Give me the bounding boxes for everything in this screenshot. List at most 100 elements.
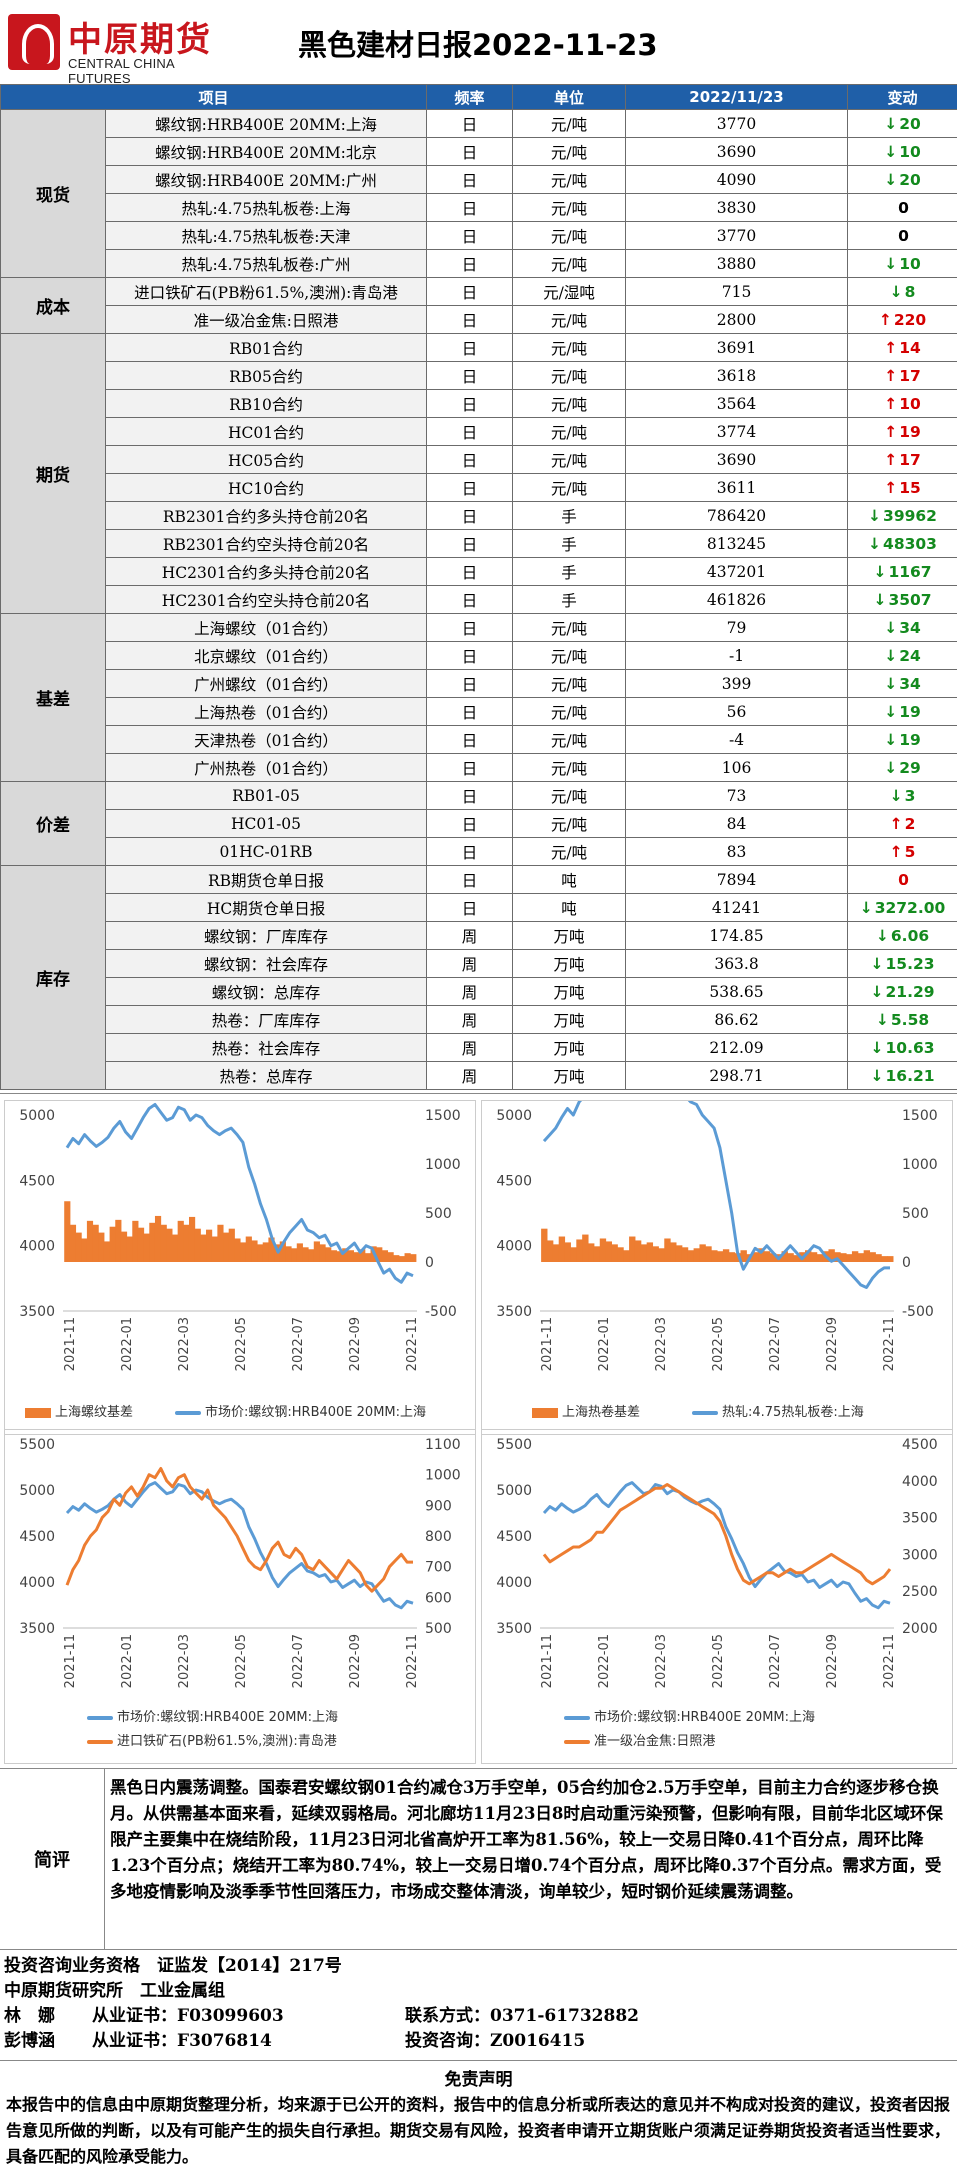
header-unit: 单位 — [512, 84, 627, 110]
change-value: 10 — [899, 394, 921, 413]
table-row: RB2301合约多头持仓前20名日手 786420 ↓ 39962 — [1, 501, 957, 530]
basis-bar — [120, 1231, 128, 1262]
y-left-tick-label: 4000 — [496, 1575, 532, 1591]
item-cell: 螺纹钢：厂库库存 — [104, 921, 428, 950]
x-tick-label: 2022-03 — [654, 1317, 669, 1371]
frequency-cell: 日 — [426, 641, 514, 670]
legend-item: 市场价:螺纹钢:HRB400E 20MM:上海 — [87, 1706, 338, 1725]
x-tick-label: 2022-05 — [711, 1634, 726, 1688]
item-cell: 广州热卷（01合约） — [104, 753, 428, 782]
basis-bar — [347, 1250, 354, 1262]
item-cell: HC01-05 — [104, 809, 428, 838]
x-tick-label: 2022-05 — [234, 1634, 249, 1688]
legend-item: 准一级冶金焦:日照港 — [564, 1730, 715, 1749]
unit-cell: 元/吨 — [512, 417, 627, 446]
basis-bar — [313, 1241, 320, 1262]
basis-bar — [211, 1236, 218, 1262]
change-value: 20 — [899, 114, 921, 133]
basis-bar — [268, 1237, 275, 1262]
arrow-down-icon: ↓ — [884, 170, 898, 189]
arrow-down-icon: ↓ — [884, 142, 898, 161]
x-tick-label: 2022-07 — [291, 1317, 306, 1371]
legend-swatch — [564, 1739, 590, 1744]
frequency-cell: 日 — [426, 893, 514, 922]
item-cell: 螺纹钢:HRB400E 20MM:北京 — [104, 137, 428, 166]
series-line — [65, 1481, 414, 1610]
basis-bar — [640, 1244, 648, 1262]
legend-item: 市场价:螺纹钢:HRB400E 20MM:上海 — [175, 1401, 426, 1420]
basis-bar — [393, 1255, 400, 1262]
change-cell: ↑ 19 — [847, 417, 957, 446]
table-row: 螺纹钢：厂库库存周万吨 174.85 ↓ 6.06 — [1, 921, 957, 950]
x-tick-label: 2022-01 — [120, 1634, 135, 1688]
y-left-tick-label: 5000 — [496, 1483, 532, 1499]
header-item: 项目 — [0, 84, 428, 110]
logo-chinese-name: 中原期货 — [68, 20, 212, 60]
analyst-cert-label: 从业证书： — [92, 2006, 177, 2026]
frequency-cell: 日 — [426, 837, 514, 866]
frequency-cell: 日 — [426, 221, 514, 250]
arrow-down-icon: ↓ — [873, 590, 887, 609]
legend-label: 市场价:螺纹钢:HRB400E 20MM:上海 — [205, 1405, 427, 1420]
unit-cell: 元/吨 — [512, 781, 627, 810]
basis-bar — [787, 1253, 794, 1262]
unit-cell: 元/吨 — [512, 221, 627, 250]
change-cell: ↓ 10 — [847, 137, 957, 166]
basis-bar — [75, 1232, 82, 1262]
table-row: HC01-05 日元/吨 84 ↑ 2 — [1, 809, 957, 838]
value-cell: 399 — [625, 669, 849, 698]
x-tick-label: 2022-03 — [177, 1317, 192, 1371]
basis-bar — [846, 1254, 853, 1262]
item-cell: 广州螺纹（01合约） — [104, 669, 428, 698]
series-line — [65, 1103, 414, 1284]
change-value: 19 — [899, 702, 921, 721]
basis-bar — [652, 1246, 659, 1262]
header-frequency: 频率 — [426, 84, 514, 110]
basis-bar — [752, 1252, 759, 1262]
basis-bar — [143, 1233, 150, 1262]
frequency-cell: 日 — [426, 557, 514, 586]
change-value: 20 — [899, 170, 921, 189]
y-right-tick-label: 1000 — [425, 1157, 461, 1173]
basis-bar — [546, 1240, 554, 1262]
y-right-tick-label: 4000 — [902, 1474, 938, 1490]
table-row: RB2301合约空头持仓前20名日手 813245 ↓ 48303 — [1, 529, 957, 558]
unit-cell: 手 — [512, 529, 627, 558]
basis-bar — [177, 1220, 184, 1262]
table-row: 北京螺纹（01合约）日元/吨 -1 ↓ 24 — [1, 641, 957, 670]
basis-bar — [262, 1242, 269, 1262]
basis-bar — [279, 1241, 286, 1262]
legend-item: 上海螺纹基差 — [25, 1401, 133, 1420]
change-value: 17 — [899, 366, 921, 385]
item-cell: RB05合约 — [104, 361, 428, 390]
change-value: 21.29 — [885, 982, 935, 1001]
change-cell: ↓ 19 — [847, 697, 957, 726]
item-cell: RB01-05 — [104, 781, 428, 810]
x-tick-label: 2022-01 — [597, 1634, 612, 1688]
table-row: HC2301合约空头持仓前20名日手 461826 ↓ 3507 — [1, 585, 957, 614]
value-cell: 363.8 — [625, 949, 849, 978]
y-left-tick-label: 3500 — [496, 1621, 532, 1637]
legend-label: 热轧:4.75热轧板卷:上海 — [722, 1405, 864, 1420]
value-cell: 86.62 — [625, 1005, 849, 1034]
basis-bar — [670, 1242, 677, 1262]
series-line — [542, 1101, 890, 1289]
change-cell: ↓ 16.21 — [847, 1061, 957, 1090]
change-value: 29 — [899, 758, 921, 777]
basis-bar — [623, 1250, 630, 1262]
arrow-up-icon: ↑ — [889, 842, 903, 861]
basis-bar — [302, 1247, 309, 1262]
frequency-cell: 日 — [426, 501, 514, 530]
basis-bar — [881, 1256, 888, 1262]
table-header-row: 项目 频率 单位 2022/11/23 变动 — [0, 84, 957, 110]
basis-bar — [675, 1245, 683, 1262]
basis-bar — [687, 1250, 695, 1262]
frequency-cell: 日 — [426, 445, 514, 474]
legend-swatch — [532, 1407, 558, 1418]
unit-cell: 元/吨 — [512, 389, 627, 418]
basis-bar — [711, 1250, 718, 1262]
change-value: 0 — [898, 870, 909, 889]
value-cell: 3690 — [625, 445, 849, 474]
unit-cell: 元/吨 — [512, 333, 627, 362]
x-tick-label: 2022-03 — [177, 1634, 192, 1688]
